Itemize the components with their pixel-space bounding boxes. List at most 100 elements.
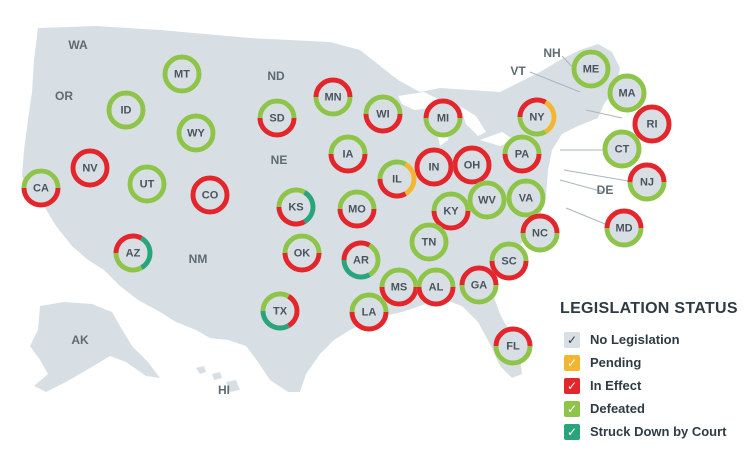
ring-center — [607, 134, 637, 164]
hawaii-shape — [196, 366, 240, 392]
state-label-de: DE — [597, 183, 614, 197]
ring-center — [419, 152, 449, 182]
legend-label-pending: Pending — [590, 355, 642, 370]
ring-center — [525, 218, 555, 248]
ring-segment-effect — [257, 117, 297, 138]
ring-segment-defeated — [627, 181, 667, 202]
state-ring-sc: SC — [489, 241, 529, 281]
ring-segment-effect — [517, 97, 547, 118]
ring-segment-defeated — [162, 54, 202, 94]
ring-center — [118, 238, 148, 268]
ring-segment-effect — [276, 206, 306, 227]
legend-item-defeated: ✓ Defeated — [556, 397, 741, 420]
state-ring-me: ME — [571, 49, 611, 89]
ring-segment-struck — [260, 310, 290, 331]
state-ring-tn: TN — [409, 222, 449, 262]
connector-line — [563, 169, 635, 183]
state-label-wv: WV — [478, 195, 496, 207]
ring-center — [111, 95, 141, 125]
check-icon: ✓ — [564, 400, 580, 417]
check-icon: ✓ — [564, 354, 580, 371]
ring-center — [382, 164, 412, 194]
ring-segment-defeated — [337, 189, 377, 210]
state-ring-nc: NC — [520, 213, 560, 253]
ring-center — [511, 183, 541, 213]
state-ring-ks: KS — [276, 187, 316, 227]
ring-segment-effect — [416, 286, 456, 307]
ring-segment-defeated — [602, 129, 642, 169]
ring-center — [472, 185, 502, 215]
state-label-il: IL — [392, 174, 402, 186]
ring-segment-effect — [328, 153, 368, 174]
state-ring-il: IL — [377, 159, 417, 199]
ring-segment-defeated — [349, 292, 389, 313]
state-label-sd: SD — [269, 113, 284, 125]
state-label-wy: WY — [187, 128, 205, 140]
ring-segment-defeated — [379, 267, 419, 288]
legend-item-no-legislation: ✓ No Legislation — [556, 328, 741, 351]
ring-segment-defeated — [431, 191, 471, 212]
state-label-la: LA — [362, 307, 377, 319]
ring-segment-defeated — [282, 233, 322, 254]
ring-segment-effect — [452, 145, 492, 185]
state-label-sc: SC — [501, 256, 516, 268]
connector-line — [585, 109, 623, 119]
ring-segment-effect — [502, 153, 542, 174]
ring-segment-effect — [493, 326, 533, 347]
ring-center — [132, 169, 162, 199]
ring-segment-defeated — [276, 187, 306, 208]
ring-segment-defeated — [423, 117, 463, 138]
state-ring-va: VA — [506, 178, 546, 218]
state-label-ga: GA — [471, 280, 488, 292]
ring-segment-effect — [337, 208, 377, 229]
ring-segment-effect — [632, 104, 672, 144]
check-icon: ✓ — [564, 331, 580, 348]
ring-segment-defeated — [106, 90, 146, 130]
ring-segment-effect — [21, 187, 61, 208]
ring-segment-defeated — [377, 159, 407, 180]
ring-segment-defeated — [571, 49, 611, 89]
state-label-nh: NH — [543, 46, 560, 60]
ring-segment-struck — [140, 236, 153, 270]
alaska-shape — [30, 302, 160, 392]
state-ring-ky: KY — [431, 191, 471, 231]
ring-center — [457, 150, 487, 180]
state-ring-wv: WV — [467, 180, 507, 220]
ring-center — [612, 78, 642, 108]
ring-center — [265, 296, 295, 326]
state-ring-id: ID — [106, 90, 146, 130]
ring-segment-effect — [489, 260, 529, 281]
ring-center — [262, 103, 292, 133]
ring-center — [576, 54, 606, 84]
state-ring-ny: NY — [517, 97, 557, 137]
state-label-in: IN — [429, 162, 440, 174]
state-label-ca: CA — [33, 183, 49, 195]
ring-segment-defeated — [176, 113, 216, 153]
ring-center — [26, 173, 56, 203]
state-label-ok: OK — [294, 248, 311, 260]
connector-line — [529, 71, 581, 93]
ring-segment-defeated — [467, 180, 507, 220]
state-label-me: ME — [583, 64, 600, 76]
ring-center — [507, 139, 537, 169]
state-label-ms: MS — [391, 282, 408, 294]
state-ring-pa: PA — [502, 134, 542, 174]
state-label-or: OR — [55, 89, 73, 103]
connector-line — [565, 207, 611, 227]
ring-segment-effect — [341, 240, 371, 261]
ring-center — [384, 272, 414, 302]
legend-item-in-effect: ✓ In Effect — [556, 374, 741, 397]
ring-center — [195, 180, 225, 210]
state-ring-ar: AR — [341, 240, 381, 280]
state-label-nj: NJ — [640, 177, 654, 189]
ring-segment-effect — [520, 213, 560, 234]
ring-segment-defeated — [607, 73, 647, 113]
ring-segment-struck — [341, 259, 371, 280]
ring-center — [181, 118, 211, 148]
ring-segment-defeated — [21, 168, 61, 189]
ring-segment-defeated — [368, 243, 381, 277]
ring-segment-struck — [303, 190, 316, 224]
state-ring-tx: TX — [260, 291, 300, 331]
